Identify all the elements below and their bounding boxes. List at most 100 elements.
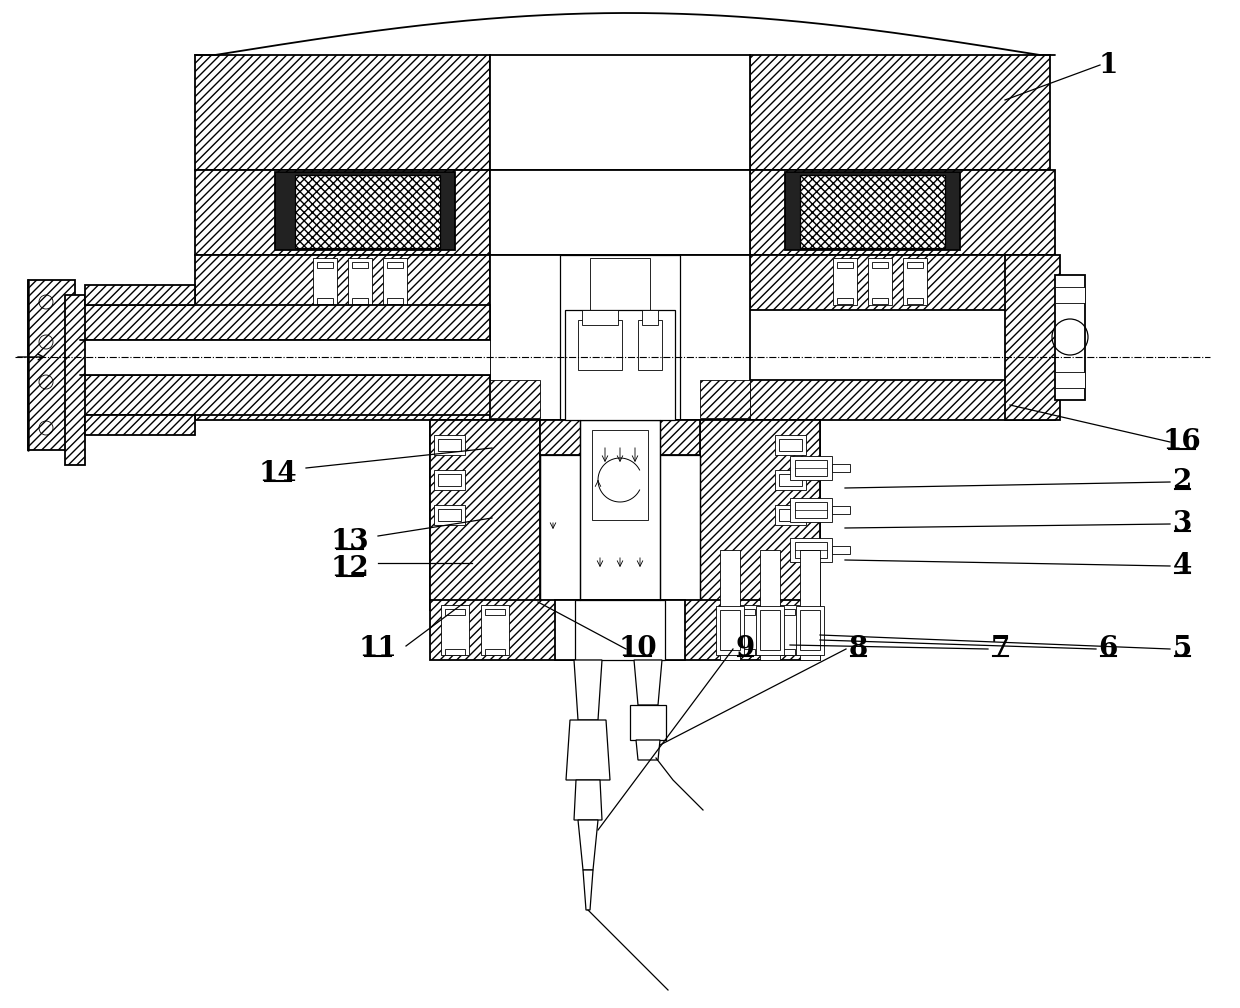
Polygon shape <box>837 262 853 268</box>
Polygon shape <box>438 474 461 486</box>
Polygon shape <box>434 435 465 455</box>
Text: 4: 4 <box>1172 552 1192 579</box>
Polygon shape <box>86 285 195 305</box>
Polygon shape <box>295 175 440 248</box>
Polygon shape <box>441 605 469 655</box>
Polygon shape <box>832 506 849 514</box>
Polygon shape <box>434 470 465 490</box>
Polygon shape <box>485 609 505 615</box>
Polygon shape <box>430 420 539 610</box>
Polygon shape <box>312 258 337 305</box>
Text: 10: 10 <box>619 635 657 662</box>
Polygon shape <box>578 320 622 370</box>
Polygon shape <box>445 609 465 615</box>
Polygon shape <box>317 262 334 268</box>
Polygon shape <box>481 605 508 655</box>
Polygon shape <box>771 605 799 655</box>
Polygon shape <box>775 609 795 615</box>
Polygon shape <box>591 430 649 520</box>
Polygon shape <box>583 870 593 910</box>
Polygon shape <box>490 55 750 170</box>
Polygon shape <box>29 280 74 450</box>
Polygon shape <box>735 609 755 615</box>
Polygon shape <box>565 310 675 420</box>
Polygon shape <box>775 435 806 455</box>
Polygon shape <box>383 258 407 305</box>
Polygon shape <box>795 542 827 558</box>
Polygon shape <box>872 262 888 268</box>
Polygon shape <box>701 420 820 610</box>
Polygon shape <box>906 262 923 268</box>
Polygon shape <box>430 420 820 610</box>
Polygon shape <box>642 310 658 325</box>
Polygon shape <box>750 55 1050 170</box>
Polygon shape <box>539 420 701 455</box>
Polygon shape <box>833 258 857 305</box>
Polygon shape <box>1055 372 1085 388</box>
Polygon shape <box>760 550 780 660</box>
Polygon shape <box>490 380 539 418</box>
Polygon shape <box>775 649 795 655</box>
Polygon shape <box>795 460 827 476</box>
Polygon shape <box>720 610 740 650</box>
Polygon shape <box>903 258 928 305</box>
Polygon shape <box>1055 287 1085 303</box>
Polygon shape <box>775 470 806 490</box>
Polygon shape <box>430 600 820 660</box>
Polygon shape <box>715 606 744 655</box>
Polygon shape <box>779 474 802 486</box>
Polygon shape <box>630 705 666 740</box>
Text: 12: 12 <box>331 555 370 582</box>
Text: 8: 8 <box>848 635 868 662</box>
Polygon shape <box>779 439 802 451</box>
Polygon shape <box>195 170 490 255</box>
Polygon shape <box>438 509 461 521</box>
Polygon shape <box>760 610 780 650</box>
Polygon shape <box>81 305 490 340</box>
Polygon shape <box>732 605 759 655</box>
Polygon shape <box>735 649 755 655</box>
Polygon shape <box>872 298 888 304</box>
Polygon shape <box>352 298 368 304</box>
Polygon shape <box>750 170 1055 255</box>
Text: 6: 6 <box>1099 635 1117 662</box>
Polygon shape <box>800 550 820 660</box>
Polygon shape <box>560 255 680 420</box>
Polygon shape <box>574 660 601 720</box>
Polygon shape <box>790 456 832 480</box>
Polygon shape <box>580 420 660 600</box>
Polygon shape <box>800 175 945 248</box>
Polygon shape <box>582 310 618 325</box>
Polygon shape <box>387 298 403 304</box>
Text: 3: 3 <box>1172 510 1192 537</box>
Polygon shape <box>785 172 960 250</box>
Polygon shape <box>779 509 802 521</box>
Polygon shape <box>574 780 601 820</box>
Polygon shape <box>832 464 849 472</box>
Polygon shape <box>445 649 465 655</box>
Polygon shape <box>575 600 665 660</box>
Polygon shape <box>800 610 820 650</box>
Polygon shape <box>317 298 334 304</box>
Polygon shape <box>750 380 1055 420</box>
Polygon shape <box>348 258 372 305</box>
Text: 16: 16 <box>1163 428 1202 455</box>
Text: 14: 14 <box>259 460 298 487</box>
Polygon shape <box>485 649 505 655</box>
Polygon shape <box>438 439 461 451</box>
Polygon shape <box>790 538 832 562</box>
Polygon shape <box>906 298 923 304</box>
Polygon shape <box>275 172 455 250</box>
Polygon shape <box>565 720 610 780</box>
Text: 11: 11 <box>358 635 397 662</box>
Polygon shape <box>790 498 832 522</box>
Polygon shape <box>837 298 853 304</box>
Polygon shape <box>796 606 825 655</box>
Text: 5: 5 <box>1172 635 1192 662</box>
Polygon shape <box>81 375 490 415</box>
Polygon shape <box>434 505 465 525</box>
Polygon shape <box>387 262 403 268</box>
Polygon shape <box>352 262 368 268</box>
Polygon shape <box>720 550 740 660</box>
Polygon shape <box>639 320 662 370</box>
